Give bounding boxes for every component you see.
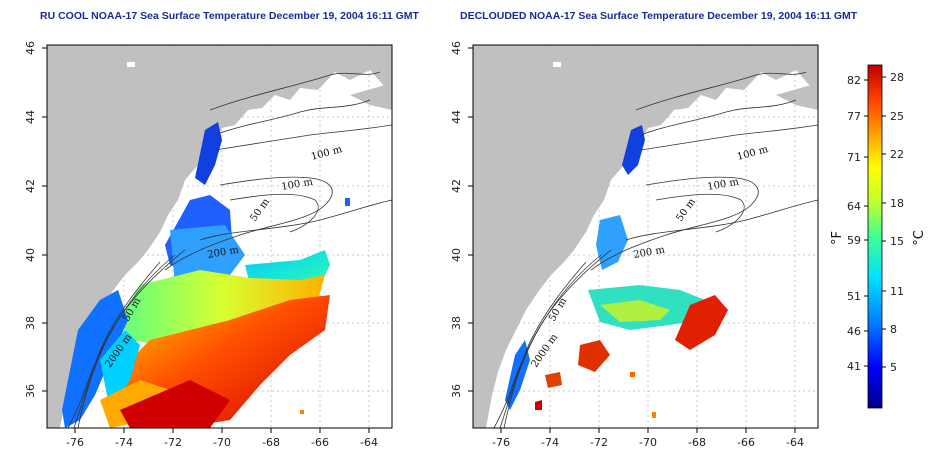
celsius-tick: 8 [890, 323, 897, 336]
bathymetry-contours-left [67, 71, 392, 428]
fahrenheit-tick: 51 [847, 290, 861, 303]
celsius-tick: 18 [890, 197, 904, 210]
y-tick-label: 42 [24, 179, 37, 193]
celsius-tick: 11 [890, 285, 904, 298]
x-tick-label: -76 [492, 436, 510, 449]
x-tick-label: -74 [541, 436, 559, 449]
y-tick-label: 40 [450, 248, 463, 262]
x-tick-label: -72 [590, 436, 608, 449]
celsius-tick: 15 [890, 235, 904, 248]
x-tick-label: -74 [115, 436, 133, 449]
left-map-panel: 100 m 100 m 50 m 200 m 50 m 2000 m -76 -… [24, 41, 393, 449]
x-tick-label: -64 [786, 436, 804, 449]
fahrenheit-tick: 82 [847, 74, 861, 87]
x-tick-label: -70 [213, 436, 231, 449]
x-tick-label: -72 [164, 436, 182, 449]
celsius-tick: 28 [890, 71, 904, 84]
fahrenheit-unit-label: °F [830, 231, 845, 245]
x-tick-label: -66 [311, 436, 329, 449]
x-tick-label: -66 [737, 436, 755, 449]
sst-data-right [505, 125, 728, 418]
colorbar-ticks [864, 76, 886, 368]
fahrenheit-tick: 71 [847, 151, 861, 164]
colorbar: 82 77 71 64 59 51 46 41 28 25 22 18 15 1… [830, 64, 927, 409]
y-tick-label: 38 [24, 316, 37, 330]
colorbar-gradient [867, 64, 883, 409]
x-tick-label: -76 [66, 436, 84, 449]
celsius-tick: 25 [890, 110, 904, 123]
right-panel-title: DECLOUDED NOAA-17 Sea Surface Temperatur… [460, 10, 858, 22]
y-tick-label: 44 [450, 110, 463, 124]
y-tick-label: 36 [24, 384, 37, 398]
celsius-tick: 22 [890, 148, 904, 161]
left-panel-title: RU COOL NOAA-17 Sea Surface Temperature … [40, 10, 419, 22]
y-tick-label: 46 [450, 41, 463, 55]
y-tick-label: 38 [450, 316, 463, 330]
right-axis-ticks [468, 47, 796, 433]
left-axis-ticks [42, 47, 370, 433]
x-tick-label: -70 [639, 436, 657, 449]
bathymetry-contours-right [493, 71, 818, 428]
x-tick-label: -64 [360, 436, 378, 449]
y-tick-label: 42 [450, 179, 463, 193]
right-map-panel: 100 m 100 m 50 m 200 m 50 m 2000 m -76 -… [450, 41, 819, 449]
fahrenheit-tick: 41 [847, 360, 861, 373]
fahrenheit-tick: 64 [847, 200, 861, 213]
celsius-unit-label: °C [912, 230, 927, 246]
x-tick-label: -68 [262, 436, 280, 449]
sst-data-left [62, 122, 350, 428]
y-tick-label: 44 [24, 110, 37, 124]
x-tick-label: -68 [688, 436, 706, 449]
y-tick-label: 40 [24, 248, 37, 262]
fahrenheit-tick: 46 [847, 325, 861, 338]
y-tick-label: 36 [450, 384, 463, 398]
land-mass [47, 45, 392, 428]
fahrenheit-tick: 77 [847, 110, 861, 123]
celsius-tick: 5 [890, 361, 897, 374]
fahrenheit-tick: 59 [847, 234, 861, 247]
y-tick-label: 46 [24, 41, 37, 55]
land-mass [473, 45, 818, 428]
